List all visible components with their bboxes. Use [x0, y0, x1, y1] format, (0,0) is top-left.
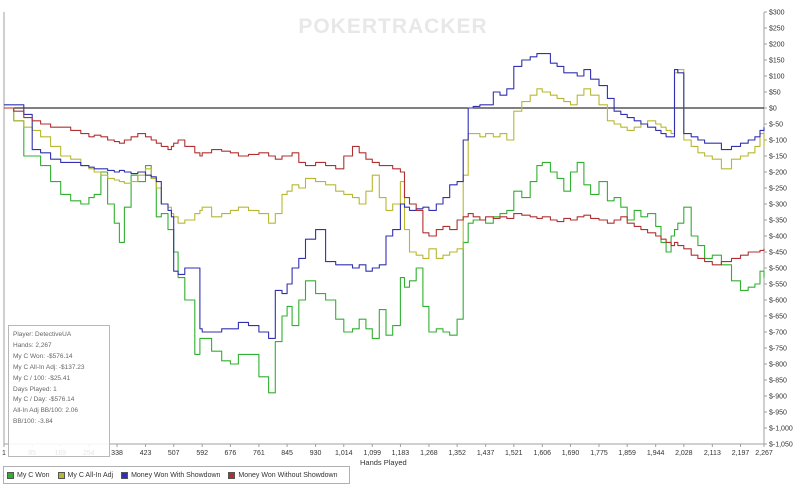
series-line-my-c-all-in-adj	[4, 69, 765, 259]
y-tick-label: $-650	[769, 314, 787, 321]
y-tick-label: $250	[769, 26, 785, 33]
x-tick-label: 1,690	[562, 450, 580, 457]
legend-swatch-green	[7, 471, 14, 479]
y-tick-label: $-350	[769, 218, 787, 225]
y-tick-label: $-300	[769, 202, 787, 209]
x-axis-title: Hands Played	[360, 458, 407, 467]
x-tick-label: 592	[196, 450, 208, 457]
stat-per-100: My C / 100: -$25.41	[13, 374, 71, 382]
x-tick-label: 1,606	[534, 450, 552, 457]
y-tick-label: $-450	[769, 250, 787, 257]
y-tick-label: $150	[769, 58, 785, 65]
legend-label: My C Won	[17, 471, 50, 479]
legend-swatch-blue	[121, 471, 129, 479]
x-tick-label: 2,267	[755, 450, 773, 457]
legend-label: My C All-In Adj	[67, 471, 114, 479]
y-tick-label: $-800	[769, 362, 787, 369]
stat-bb100: BB/100: -3.84	[13, 418, 53, 426]
stat-my-c-won: My C Won: -$576.14	[13, 352, 73, 360]
x-tick-label: 507	[168, 450, 180, 457]
y-tick-label: $300	[769, 10, 785, 17]
x-tick-label: 1,268	[420, 450, 438, 457]
x-tick-label: 1,521	[505, 450, 523, 457]
series-line-money-won-with-showdown	[4, 53, 765, 339]
x-tick-label: 1,183	[392, 450, 410, 457]
legend-label: Money Won With Showdown	[131, 471, 221, 479]
chart-legend: My C Won My C All-In Adj Money Won With …	[3, 466, 350, 484]
x-tick-label: 2,113	[704, 450, 721, 457]
stat-all-in-adj: My C All-In Adj: -$137.23	[13, 363, 85, 371]
y-tick-label: $-1,000	[769, 426, 793, 433]
y-tick-label: $-1,050	[769, 442, 793, 449]
y-tick-label: $200	[769, 42, 785, 49]
y-tick-label: $-900	[769, 394, 787, 401]
y-tick-label: $-50	[769, 122, 783, 129]
y-tick-label: $-500	[769, 266, 787, 273]
y-tick-label: $100	[769, 74, 785, 81]
y-tick-label: $-850	[769, 378, 787, 385]
x-tick-label: 1	[2, 450, 6, 457]
x-tick-label: 1,352	[448, 450, 466, 457]
legend-label: Money Won Without Showdown	[238, 471, 338, 479]
legend-item-all-in-adj[interactable]: My C All-In Adj	[57, 471, 114, 479]
stat-per-day: My C / Day: -$576.14	[13, 396, 75, 404]
y-tick-label: $-700	[769, 330, 787, 337]
y-tick-label: $-550	[769, 282, 787, 289]
legend-item-without-showdown[interactable]: Money Won Without Showdown	[228, 471, 338, 479]
y-tick-label: $-400	[769, 234, 787, 241]
y-tick-label: $0	[769, 106, 777, 113]
x-tick-label: 1,437	[477, 450, 495, 457]
legend-item-with-showdown[interactable]: Money Won With Showdown	[121, 471, 221, 479]
x-tick-label: 930	[310, 450, 322, 457]
stat-all-in-bb100: All-In Adj BB/100: 2.06	[13, 407, 79, 415]
x-tick-label: 1,099	[363, 450, 381, 457]
series-line-money-won-without-showdown	[4, 107, 765, 266]
x-tick-label: 338	[111, 450, 123, 457]
legend-swatch-red	[228, 471, 236, 479]
x-tick-label: 676	[225, 450, 237, 457]
series-line-my-c-won	[4, 107, 765, 394]
y-tick-label: $-100	[769, 138, 787, 145]
y-tick-label: $-750	[769, 346, 787, 353]
y-tick-label: $-250	[769, 186, 787, 193]
stats-box: Player: DetectiveUA Hands: 2,267 My C Wo…	[8, 325, 110, 457]
x-tick-label: 2,197	[732, 450, 750, 457]
stat-player: Player: DetectiveUA	[13, 331, 72, 338]
stat-days-played: Days Played: 1	[13, 385, 57, 393]
x-tick-label: 423	[140, 450, 152, 457]
legend-swatch-yellow	[57, 471, 65, 479]
x-tick-label: 845	[281, 450, 293, 457]
y-tick-label: $-950	[769, 410, 787, 417]
x-tick-label: 1,014	[335, 450, 353, 457]
x-tick-label: 1,859	[618, 450, 636, 457]
y-tick-label: $-600	[769, 298, 787, 305]
y-tick-label: $-200	[769, 170, 787, 177]
y-tick-label: $-150	[769, 154, 787, 161]
x-tick-label: 2,028	[675, 450, 693, 457]
legend-item-my-c-won[interactable]: My C Won	[7, 471, 50, 479]
stat-hands: Hands: 2,267	[13, 341, 52, 349]
x-tick-label: 761	[253, 450, 265, 457]
y-tick-label: $50	[769, 90, 781, 97]
pokertracker-watermark: POKERTRACKER	[298, 15, 487, 38]
x-tick-label: 1,944	[647, 450, 665, 457]
x-tick-label: 1,775	[590, 450, 608, 457]
